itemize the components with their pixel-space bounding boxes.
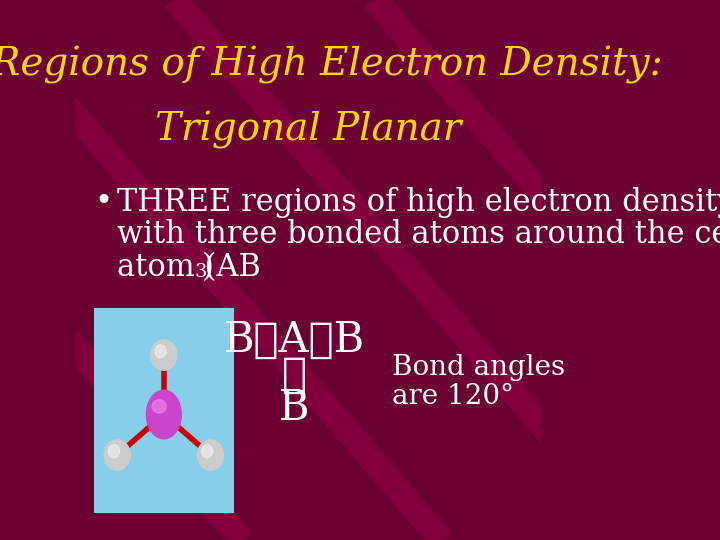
Circle shape <box>197 440 223 470</box>
Text: ∷: ∷ <box>282 354 307 396</box>
Ellipse shape <box>152 400 166 413</box>
Text: 3: 3 <box>194 262 207 281</box>
Circle shape <box>104 440 130 470</box>
FancyBboxPatch shape <box>94 308 234 513</box>
Text: B∶A∶B: B∶A∶B <box>224 319 365 361</box>
Circle shape <box>202 445 212 458</box>
Ellipse shape <box>146 390 181 439</box>
Text: are 120°: are 120° <box>392 383 514 410</box>
Circle shape <box>150 340 177 370</box>
Text: Trigonal Planar: Trigonal Planar <box>155 111 462 148</box>
Text: B: B <box>279 387 310 429</box>
Text: THREE regions of high electron density: THREE regions of high electron density <box>117 187 720 218</box>
Text: •: • <box>94 187 112 218</box>
Text: 3 Regions of High Electron Density:: 3 Regions of High Electron Density: <box>0 46 662 84</box>
Text: ): ) <box>202 252 214 283</box>
Text: atom (AB: atom (AB <box>117 252 261 283</box>
Circle shape <box>155 345 166 358</box>
Text: Bond angles: Bond angles <box>392 354 565 381</box>
Text: with three bonded atoms around the central: with three bonded atoms around the centr… <box>117 219 720 251</box>
Circle shape <box>109 445 120 458</box>
